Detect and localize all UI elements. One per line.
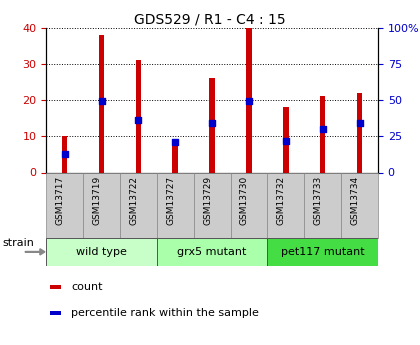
Bar: [320, 96, 326, 172]
Text: pet117 mutant: pet117 mutant: [281, 247, 365, 257]
Text: GSM13733: GSM13733: [314, 176, 323, 225]
Bar: [136, 60, 141, 172]
Text: percentile rank within the sample: percentile rank within the sample: [71, 308, 259, 318]
Point: [209, 120, 215, 126]
Bar: [62, 136, 67, 172]
Bar: [46, 238, 157, 266]
Point: [172, 139, 178, 145]
Text: grx5 mutant: grx5 mutant: [177, 247, 247, 257]
Point: [246, 99, 252, 104]
Bar: [50, 311, 61, 315]
Text: GSM13730: GSM13730: [240, 176, 249, 225]
Bar: [173, 140, 178, 172]
Text: GSM13734: GSM13734: [351, 176, 360, 225]
Bar: [246, 28, 252, 172]
Point: [356, 120, 363, 126]
Bar: [50, 285, 61, 289]
Text: GSM13722: GSM13722: [129, 176, 138, 225]
Text: wild type: wild type: [76, 247, 127, 257]
Text: GSM13729: GSM13729: [203, 176, 212, 225]
Bar: [209, 78, 215, 172]
Point: [283, 138, 289, 144]
Bar: [231, 172, 268, 238]
Bar: [83, 172, 120, 238]
Text: GSM13719: GSM13719: [92, 176, 102, 225]
Bar: [304, 172, 341, 238]
Text: GSM13732: GSM13732: [277, 176, 286, 225]
Text: strain: strain: [2, 238, 34, 248]
Bar: [157, 172, 194, 238]
Bar: [268, 172, 304, 238]
Bar: [341, 172, 378, 238]
Point: [319, 126, 326, 132]
Text: GSM13717: GSM13717: [55, 176, 65, 225]
Bar: [283, 107, 289, 172]
Point: [98, 99, 105, 104]
Point: [135, 118, 142, 123]
Bar: [46, 172, 83, 238]
Bar: [268, 238, 378, 266]
Bar: [99, 35, 104, 172]
Text: GDS529 / R1 - C4 : 15: GDS529 / R1 - C4 : 15: [134, 12, 286, 26]
Bar: [120, 172, 157, 238]
Point: [61, 151, 68, 156]
Text: count: count: [71, 283, 102, 292]
Bar: [357, 93, 362, 172]
Bar: [194, 172, 231, 238]
Bar: [157, 238, 268, 266]
Text: GSM13727: GSM13727: [166, 176, 175, 225]
